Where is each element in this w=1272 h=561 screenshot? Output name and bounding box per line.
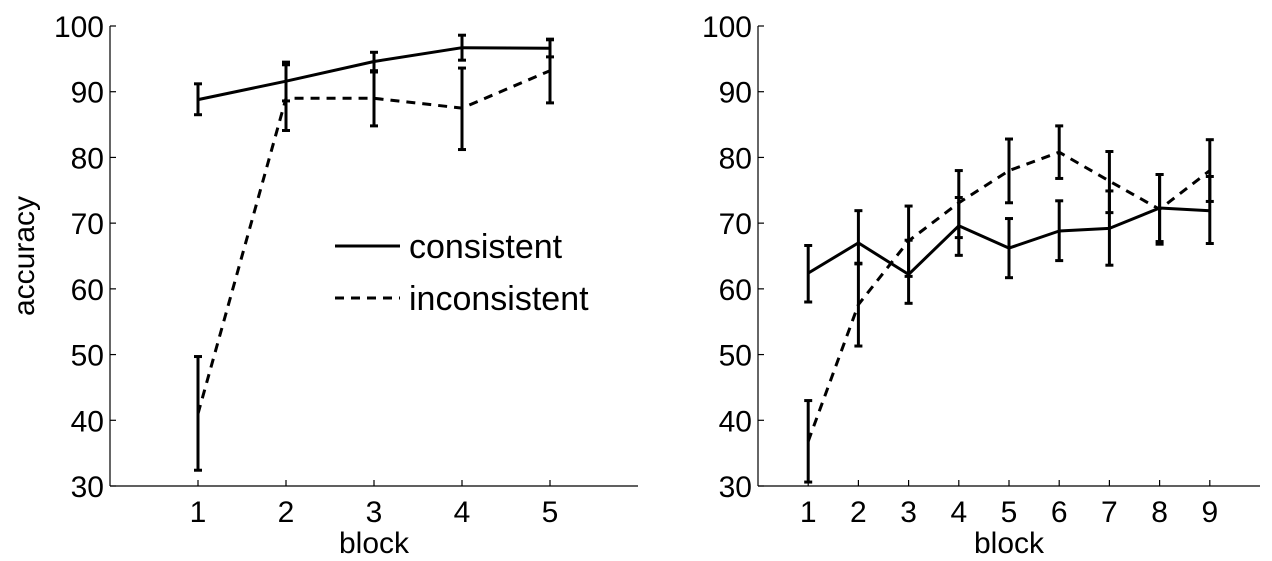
x-axis-label: block bbox=[339, 527, 410, 560]
x-tick-label: 5 bbox=[542, 496, 559, 529]
y-tick-label: 40 bbox=[71, 405, 104, 438]
x-tick-label: 4 bbox=[454, 496, 471, 529]
y-tick-label: 70 bbox=[71, 208, 104, 241]
y-tick-label: 60 bbox=[71, 274, 104, 307]
y-tick-label: 30 bbox=[719, 471, 752, 504]
accuracy-chart-right: 30 40 50 60 70 80 90 100 1 2 3 4 5 6 7 8 9 block bbox=[702, 11, 1260, 560]
x-tick-label: 3 bbox=[366, 496, 383, 529]
x-tick-label: 1 bbox=[800, 496, 817, 529]
y-tick-label: 50 bbox=[71, 340, 104, 373]
x-axis-label: block bbox=[974, 527, 1045, 560]
x-tick-label: 9 bbox=[1201, 496, 1218, 529]
legend-label-consistent: consistent bbox=[409, 228, 563, 266]
y-tick-label: 40 bbox=[719, 405, 752, 438]
y-tick-label: 90 bbox=[719, 77, 752, 110]
x-tick-label: 3 bbox=[900, 496, 917, 529]
y-axis-label: accuracy bbox=[8, 196, 41, 316]
y-tick-label: 100 bbox=[702, 11, 752, 44]
x-tick-label: 5 bbox=[1001, 496, 1018, 529]
x-tick-label: 2 bbox=[278, 496, 295, 529]
legend: consistent inconsistent bbox=[335, 228, 589, 318]
y-tick-label: 80 bbox=[719, 142, 752, 175]
series-line-inconsistent bbox=[196, 69, 551, 415]
y-tick-label: 30 bbox=[71, 471, 104, 504]
x-tick-label: 1 bbox=[190, 496, 207, 529]
x-tick-label: 6 bbox=[1051, 496, 1068, 529]
x-tick-label: 7 bbox=[1101, 496, 1118, 529]
y-tick-label: 90 bbox=[71, 77, 104, 110]
y-tick-label: 70 bbox=[719, 208, 752, 241]
x-tick-label: 4 bbox=[950, 496, 967, 529]
series-line-inconsistent bbox=[806, 150, 1211, 442]
y-tick-label: 60 bbox=[719, 274, 752, 307]
y-tick-label: 50 bbox=[719, 340, 752, 373]
x-tick-label: 8 bbox=[1151, 496, 1168, 529]
y-tick-label: 100 bbox=[54, 11, 104, 44]
x-tick-label: 2 bbox=[850, 496, 867, 529]
legend-label-inconsistent: inconsistent bbox=[409, 280, 589, 318]
y-tick-label: 80 bbox=[71, 142, 104, 175]
accuracy-chart-left: 30 40 50 60 70 80 90 100 1 2 3 4 5 block accuracy consi… bbox=[8, 11, 638, 560]
